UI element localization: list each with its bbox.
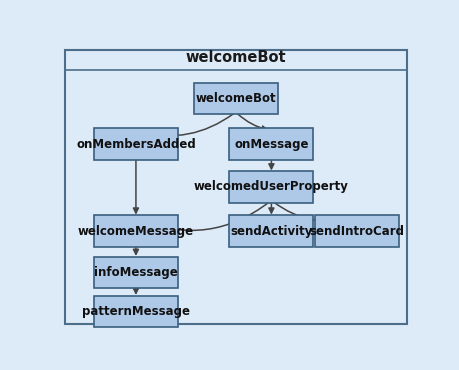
FancyArrowPatch shape <box>237 114 266 131</box>
FancyBboxPatch shape <box>94 128 178 160</box>
FancyBboxPatch shape <box>314 215 398 247</box>
FancyArrowPatch shape <box>273 202 352 222</box>
FancyBboxPatch shape <box>229 215 313 247</box>
Text: patternMessage: patternMessage <box>82 305 190 318</box>
FancyBboxPatch shape <box>94 215 178 247</box>
FancyBboxPatch shape <box>229 128 313 160</box>
Text: sendIntroCard: sendIntroCard <box>309 225 403 238</box>
Text: welcomeBot: welcomeBot <box>195 92 275 105</box>
Text: onMessage: onMessage <box>234 138 308 151</box>
Text: welcomeMessage: welcomeMessage <box>78 225 194 238</box>
FancyArrowPatch shape <box>269 161 273 169</box>
FancyBboxPatch shape <box>193 83 277 114</box>
FancyArrowPatch shape <box>140 114 233 136</box>
FancyArrowPatch shape <box>133 247 138 254</box>
FancyArrowPatch shape <box>140 202 269 231</box>
Text: welcomeBot: welcomeBot <box>185 50 285 65</box>
FancyBboxPatch shape <box>94 296 178 327</box>
Text: welcomedUserProperty: welcomedUserProperty <box>194 180 348 194</box>
FancyBboxPatch shape <box>94 256 178 288</box>
FancyBboxPatch shape <box>229 171 313 203</box>
Text: sendActivity: sendActivity <box>230 225 312 238</box>
FancyBboxPatch shape <box>64 50 406 324</box>
Text: onMembersAdded: onMembersAdded <box>76 138 196 151</box>
FancyArrowPatch shape <box>269 203 273 213</box>
Text: infoMessage: infoMessage <box>94 266 178 279</box>
FancyArrowPatch shape <box>133 161 138 213</box>
FancyArrowPatch shape <box>133 288 138 293</box>
